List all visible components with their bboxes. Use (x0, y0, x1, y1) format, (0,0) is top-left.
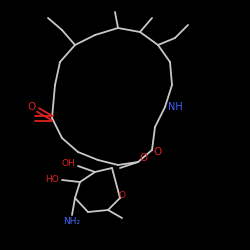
Text: NH₂: NH₂ (64, 218, 80, 226)
Text: HO: HO (45, 176, 59, 184)
Text: O: O (118, 192, 126, 200)
Text: O: O (28, 102, 36, 112)
Text: O: O (153, 147, 161, 157)
Text: NH: NH (168, 102, 182, 112)
Text: OH: OH (61, 160, 75, 168)
Text: O: O (139, 153, 147, 163)
